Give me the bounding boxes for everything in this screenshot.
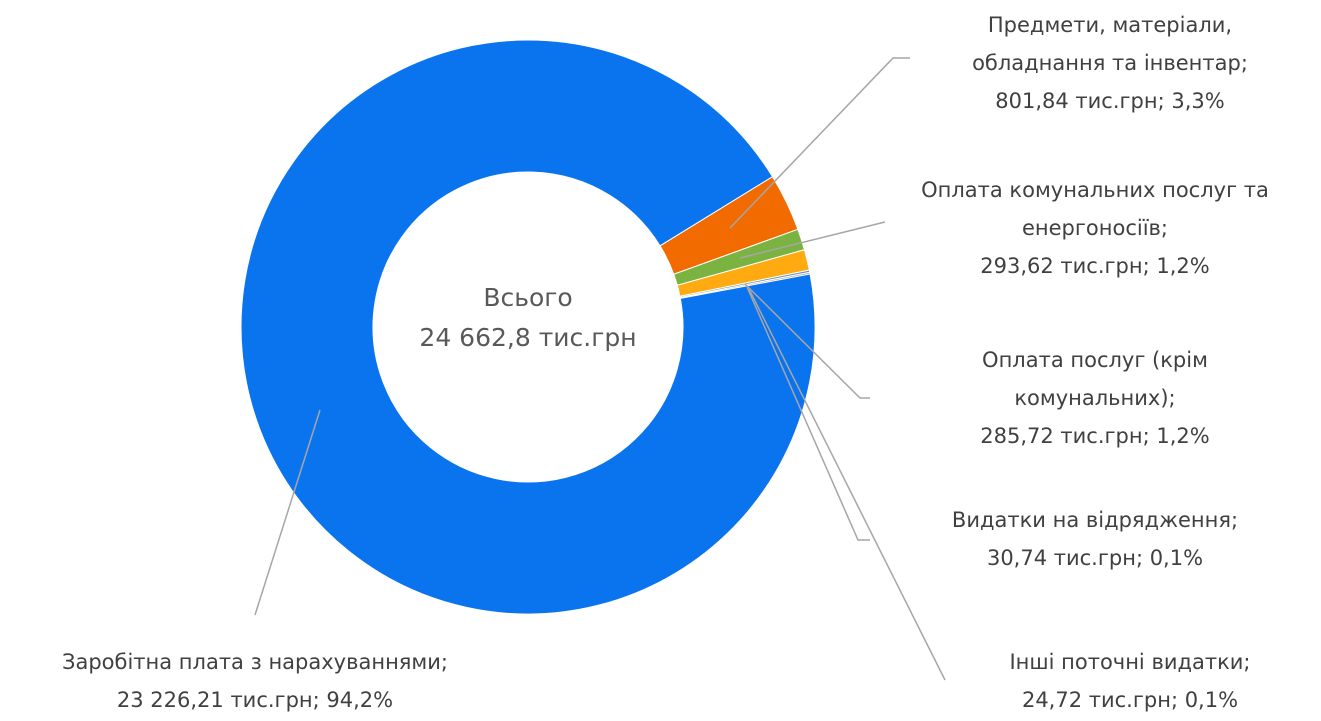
data-label: Заробітна плата з нарахуваннями; 23 226,2… (5, 643, 505, 719)
category-label: Оплата комунальних послуг та енергоносії… (921, 178, 1269, 240)
leader-line (739, 221, 886, 259)
category-label: Заробітна плата з нарахуваннями; (62, 650, 448, 674)
leader-line (729, 57, 910, 229)
value-label: 293,62 тис.грн; 1,2% (980, 254, 1210, 278)
leader-line (254, 409, 321, 616)
leader-line (746, 286, 870, 541)
value-label: 24,72 тис.грн; 0,1% (1021, 688, 1239, 712)
data-label: Предмети, матеріали, обладнання та інвен… (960, 6, 1260, 120)
value-label: 801,84 тис.грн; 3,3% (995, 89, 1225, 113)
category-label: Оплата послуг (крім комунальних); (982, 348, 1208, 410)
data-label: Інші поточні видатки; 24,72 тис.грн; 0,1% (930, 643, 1321, 719)
category-label: Предмети, матеріали, обладнання та інвен… (972, 13, 1248, 75)
value-label: 285,72 тис.грн; 1,2% (980, 424, 1210, 448)
center-label: Всього 24 662,8 тис.грн (378, 278, 678, 358)
slice (240, 39, 816, 615)
category-label: Видатки на відрядження; (951, 508, 1239, 532)
data-label: Оплата послуг (крім комунальних); 285,72 … (970, 341, 1220, 455)
leader-line (748, 288, 946, 681)
data-label: Видатки на відрядження; 30,74 тис.грн; 0,… (895, 501, 1295, 577)
data-label: Оплата комунальних послуг та енергоносії… (880, 171, 1310, 285)
value-label: 30,74 тис.грн; 0,1% (986, 546, 1204, 570)
center-label-line: Всього (483, 283, 573, 312)
leader-line (744, 283, 870, 399)
value-label: 23 226,21 тис.грн; 94,2% (116, 688, 394, 712)
category-label: Інші поточні видатки; (1009, 650, 1251, 674)
center-label-line: 24 662,8 тис.грн (419, 323, 637, 352)
